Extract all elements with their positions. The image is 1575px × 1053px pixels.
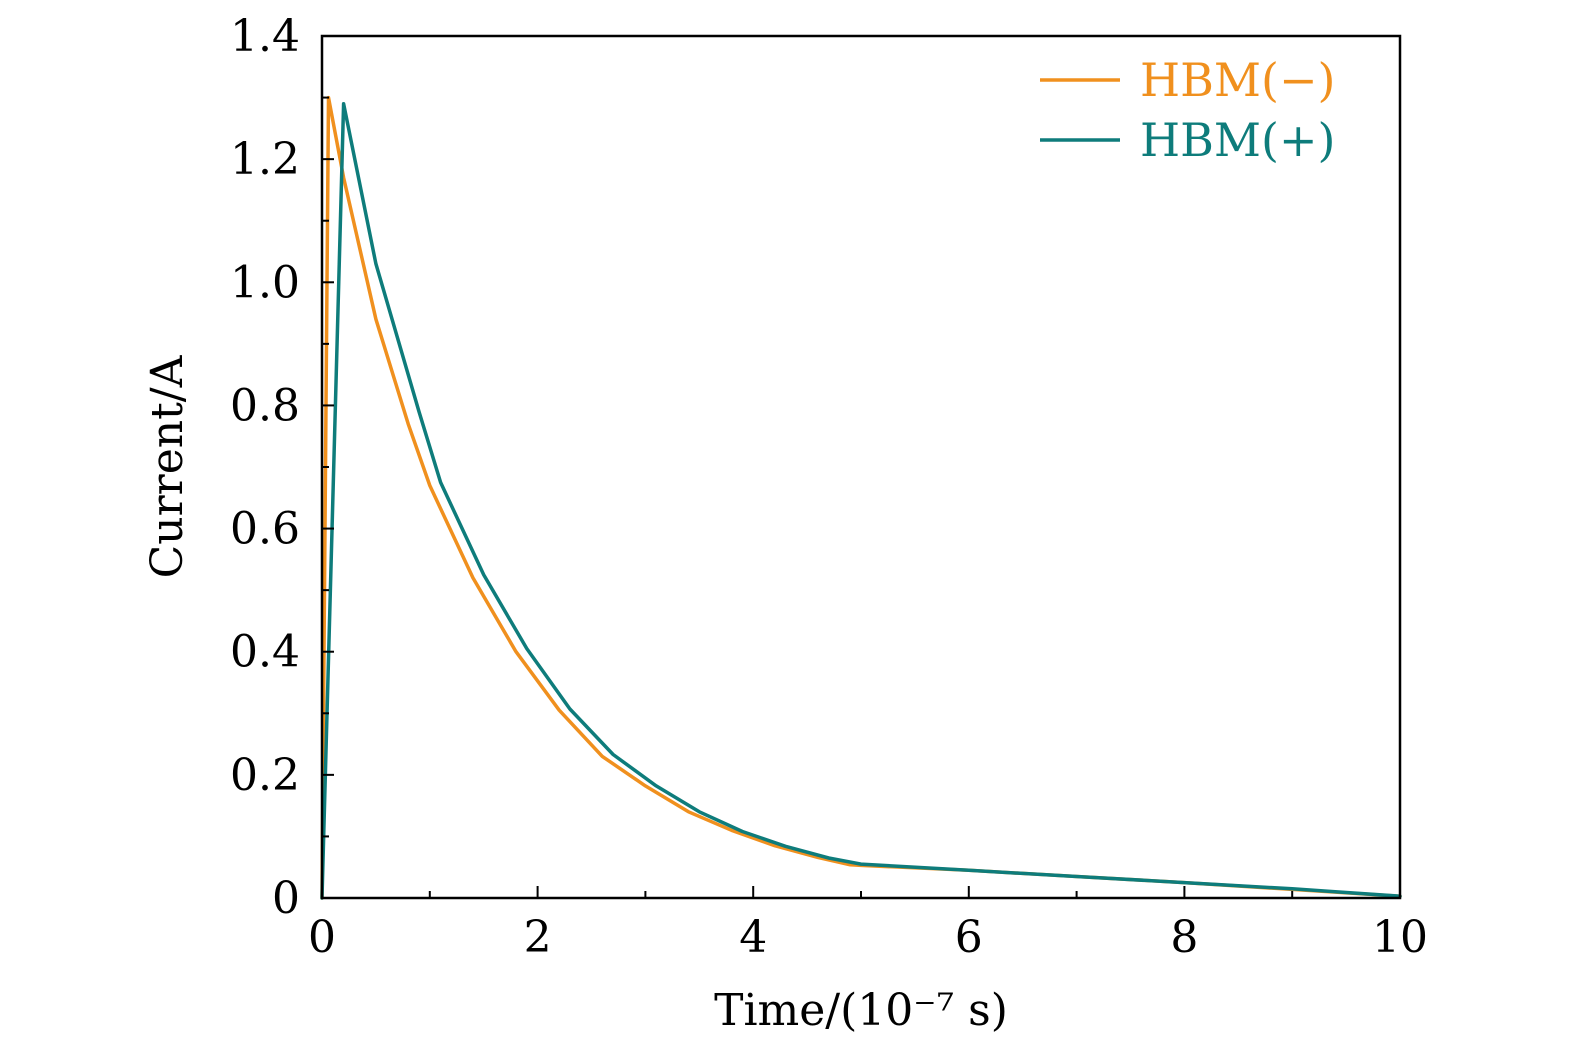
legend-label-0: HBM(−) [1140, 53, 1335, 107]
series-line-1 [320, 101, 1402, 900]
y-tick-label: 0 [272, 873, 300, 924]
y-tick-label: 1.2 [230, 134, 300, 185]
y-axis-label: Current/A [142, 354, 193, 578]
series-line-0 [320, 95, 1402, 900]
legend-label-1: HBM(+) [1140, 113, 1335, 167]
x-axis-label: Time/(10⁻⁷ s) [714, 985, 1008, 1036]
y-tick-label: 1.4 [230, 11, 300, 62]
ticks-layer: 0 2 4 6 8 10 0 0.2 0.4 0.6 0.8 1.0 1.2 1.4 [230, 11, 1428, 963]
legend: HBM(−) HBM(+) [1040, 53, 1335, 167]
x-tick-label: 6 [955, 912, 983, 963]
series-layer [320, 95, 1402, 900]
y-tick-label: 0.6 [230, 504, 300, 555]
y-tick-label: 0.2 [230, 750, 300, 801]
x-tick-label: 4 [739, 912, 767, 963]
x-tick-label: 2 [524, 912, 552, 963]
y-tick-label: 0.8 [230, 380, 300, 431]
x-tick-label: 10 [1372, 912, 1428, 963]
y-tick-label: 1.0 [230, 257, 300, 308]
y-tick-label: 0.4 [230, 627, 300, 678]
x-tick-label: 8 [1170, 912, 1198, 963]
x-tick-label: 0 [308, 912, 336, 963]
